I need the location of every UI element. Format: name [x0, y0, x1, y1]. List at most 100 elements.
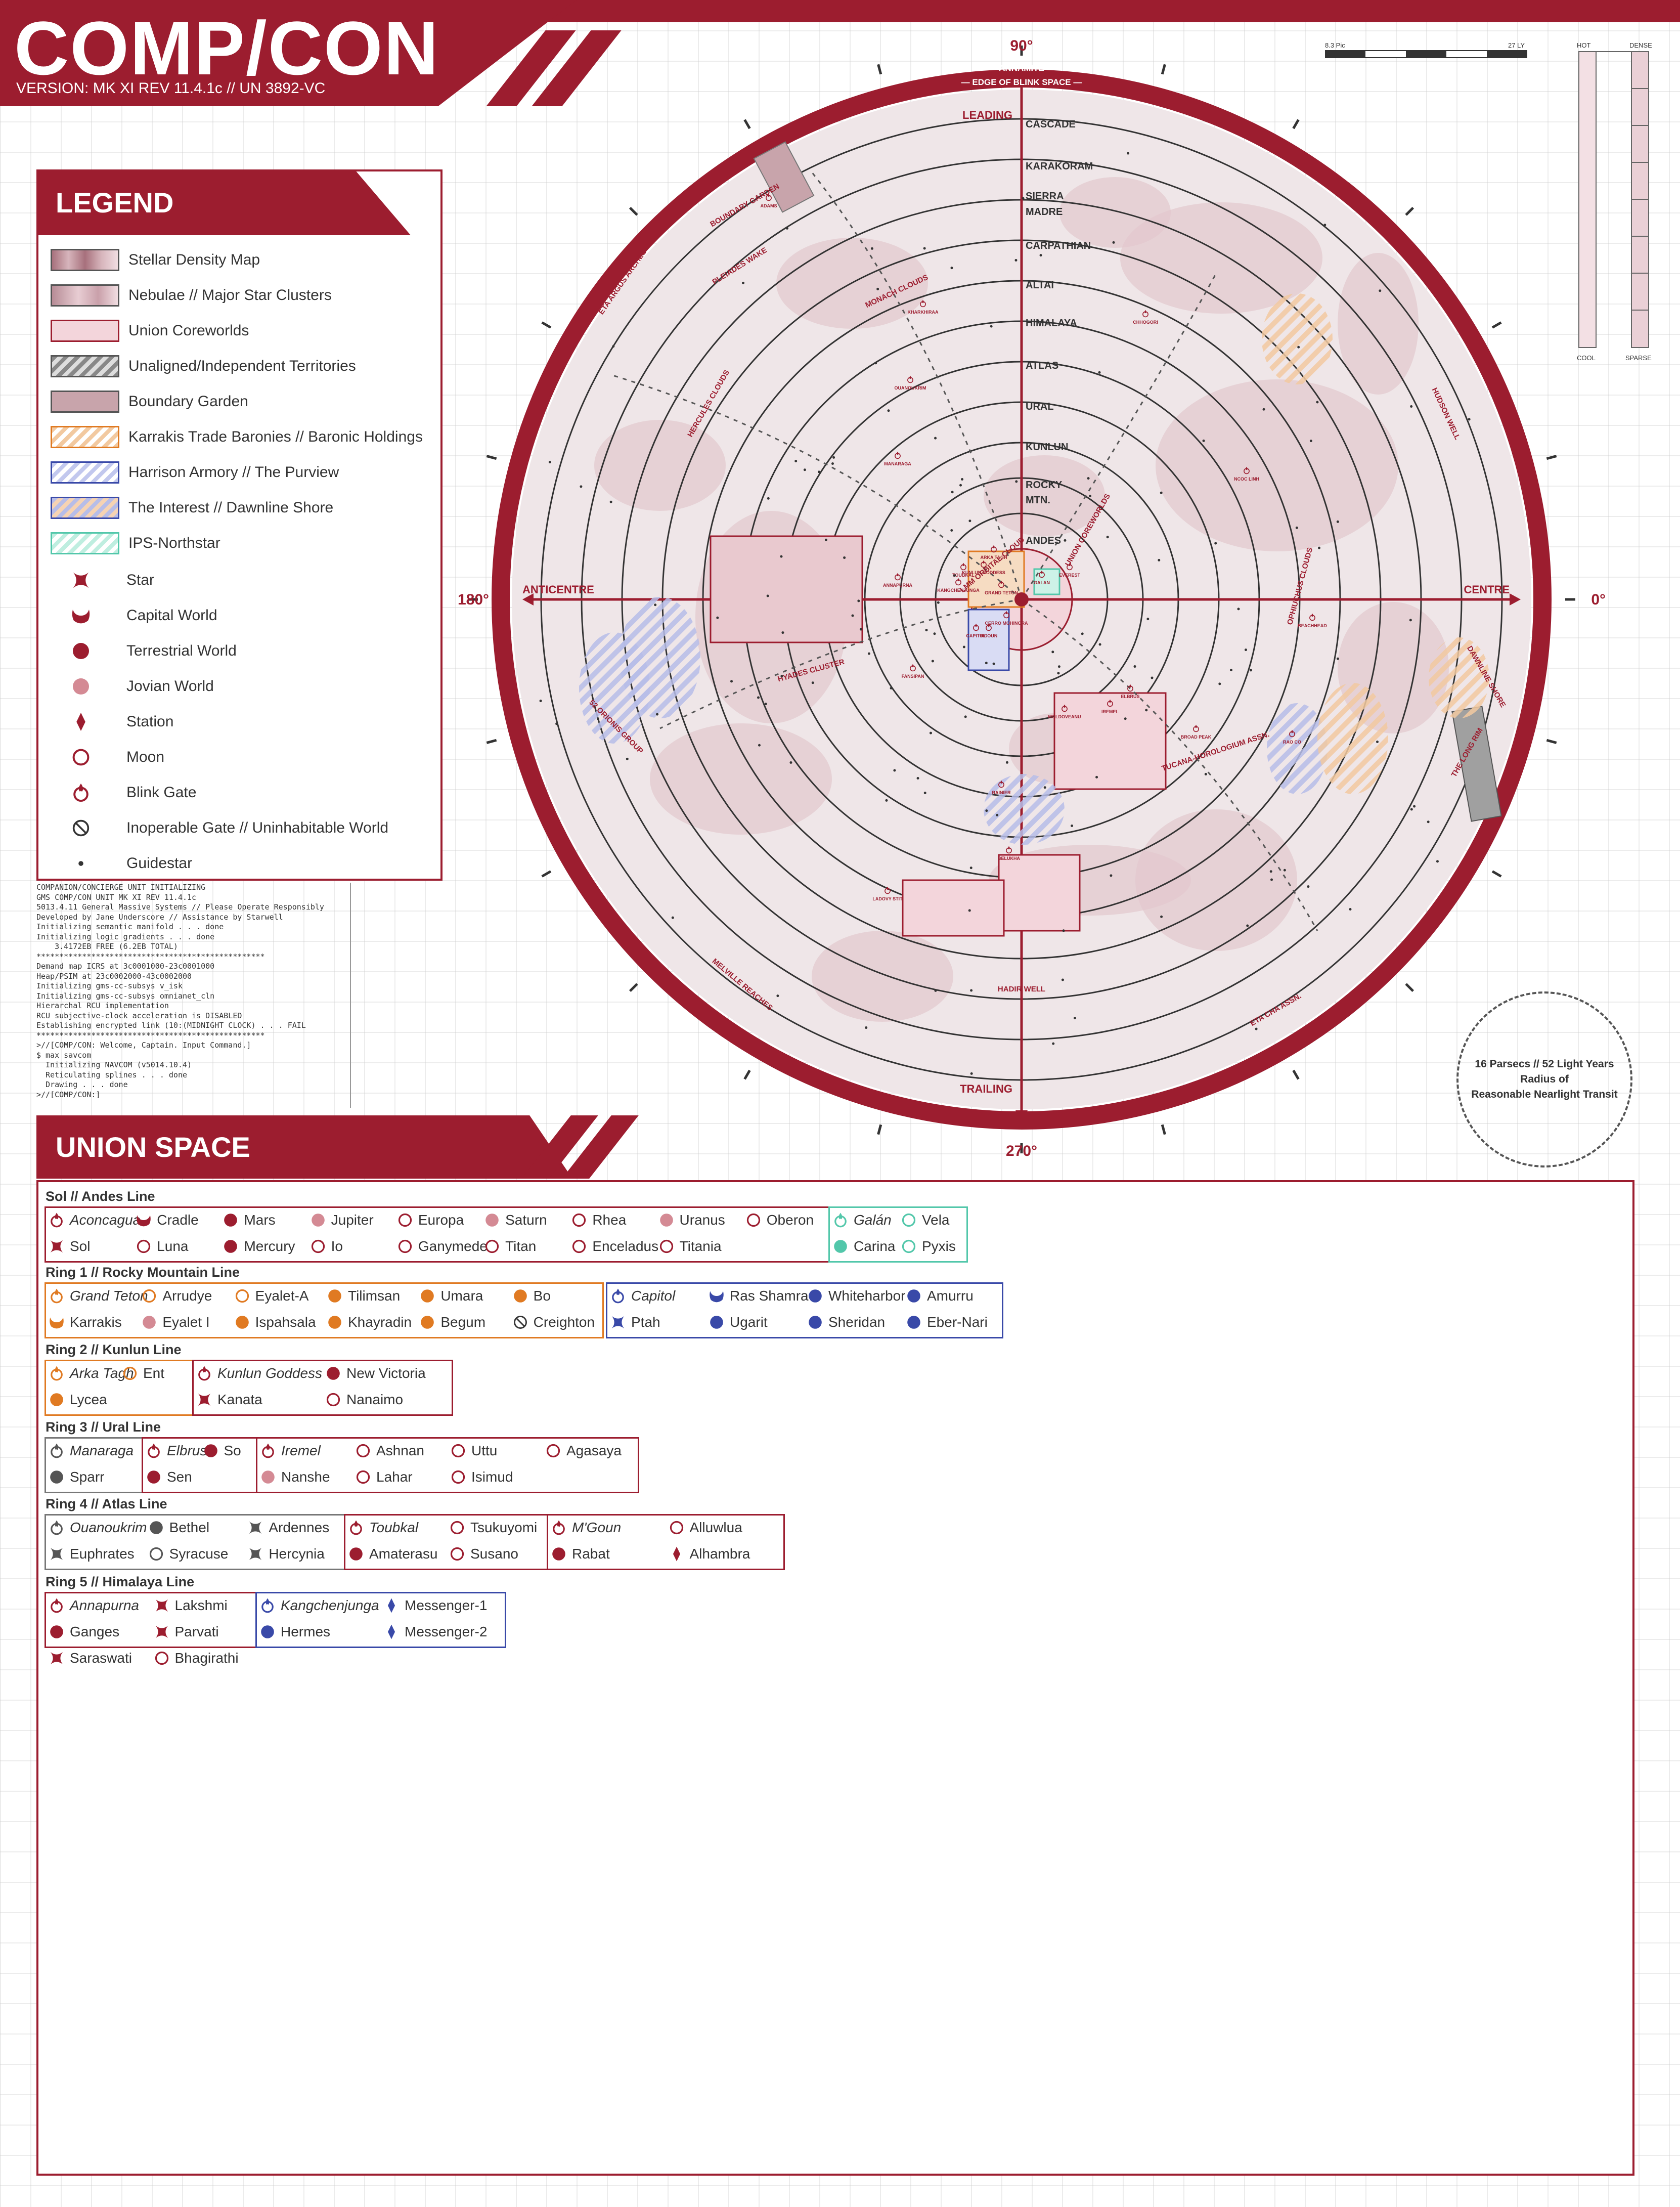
- system-jovian[interactable]: Eyalet I: [141, 1311, 210, 1334]
- system-terrestrial[interactable]: Sparr: [49, 1465, 104, 1489]
- system-gate[interactable]: Galán: [832, 1208, 892, 1232]
- blink-gate-icon[interactable]: [1006, 846, 1012, 854]
- system-moon[interactable]: Nanaimo: [325, 1388, 403, 1411]
- system-gate[interactable]: Grand Teton: [49, 1284, 148, 1308]
- blink-gate-icon[interactable]: [973, 623, 979, 631]
- system-moon[interactable]: Bhagirathi: [154, 1647, 239, 1670]
- system-terrestrial[interactable]: Bethel: [148, 1516, 209, 1539]
- system-jovian[interactable]: Saturn: [484, 1208, 547, 1232]
- blink-gate-icon[interactable]: [960, 562, 966, 571]
- blink-gate-icon[interactable]: [998, 580, 1004, 588]
- system-terrestrial[interactable]: Amurru: [906, 1284, 974, 1308]
- system-gate[interactable]: Capitol: [610, 1284, 675, 1308]
- system-jovian[interactable]: Nanshe: [260, 1465, 330, 1489]
- system-terrestrial[interactable]: Sheridan: [807, 1311, 885, 1334]
- system-gate[interactable]: Toubkal: [348, 1516, 418, 1539]
- system-terrestrial[interactable]: Begum: [419, 1311, 485, 1334]
- system-capital[interactable]: Ras Shamra: [709, 1284, 809, 1308]
- blink-gate-icon[interactable]: [981, 560, 987, 568]
- system-star[interactable]: Sol: [49, 1235, 90, 1258]
- system-moon[interactable]: Syracuse: [148, 1542, 228, 1566]
- blink-gate-icon[interactable]: [991, 545, 997, 553]
- blink-gate-icon[interactable]: [998, 780, 1004, 788]
- system-terrestrial[interactable]: Whiteharbor: [807, 1284, 906, 1308]
- system-terrestrial[interactable]: So: [203, 1439, 241, 1462]
- system-gate[interactable]: Kangchenjunga: [259, 1594, 379, 1617]
- system-station[interactable]: Messenger-2: [383, 1620, 487, 1643]
- system-terrestrial[interactable]: Lycea: [49, 1388, 107, 1411]
- system-star[interactable]: Hercynia: [247, 1542, 325, 1566]
- system-gate[interactable]: Elbrus: [146, 1439, 207, 1462]
- blink-gate-icon[interactable]: [910, 664, 916, 672]
- system-terrestrial[interactable]: Amaterasu: [348, 1542, 437, 1566]
- blink-gate-icon[interactable]: [1062, 704, 1068, 712]
- system-moon[interactable]: Agasaya: [545, 1439, 622, 1462]
- system-terrestrial[interactable]: Eber-Nari: [906, 1311, 988, 1334]
- blink-gate-icon[interactable]: [895, 573, 901, 581]
- system-star[interactable]: Saraswati: [49, 1647, 132, 1670]
- system-moon[interactable]: Titan: [484, 1235, 536, 1258]
- system-terrestrial[interactable]: Ganges: [49, 1620, 119, 1643]
- system-moon[interactable]: Rhea: [571, 1208, 626, 1232]
- sol-star-icon[interactable]: [1014, 592, 1029, 607]
- system-star[interactable]: Ptah: [610, 1311, 660, 1334]
- system-moon[interactable]: Eyalet-A: [234, 1284, 308, 1308]
- system-jovian[interactable]: Uranus: [658, 1208, 725, 1232]
- blink-gate-icon[interactable]: [920, 299, 926, 308]
- blink-gate-icon[interactable]: [1193, 724, 1199, 732]
- blink-gate-icon[interactable]: [1289, 729, 1295, 738]
- system-terrestrial[interactable]: New Victoria: [325, 1362, 426, 1385]
- blink-gate-icon[interactable]: [955, 578, 961, 586]
- system-moon[interactable]: Uttu: [450, 1439, 497, 1462]
- system-moon[interactable]: Lahar: [355, 1465, 413, 1489]
- system-moon[interactable]: Isimud: [450, 1465, 513, 1489]
- system-moon[interactable]: Titania: [658, 1235, 722, 1258]
- blink-gate-icon[interactable]: [1067, 562, 1073, 571]
- system-gate[interactable]: Manaraga: [49, 1439, 134, 1462]
- system-moon[interactable]: Ent: [122, 1362, 164, 1385]
- system-terrestrial[interactable]: Ugarit: [709, 1311, 768, 1334]
- system-star[interactable]: Parvati: [154, 1620, 219, 1643]
- system-gate[interactable]: Iremel: [260, 1439, 321, 1462]
- system-moon[interactable]: Ganymede: [397, 1235, 488, 1258]
- system-gate[interactable]: Annapurna: [49, 1594, 139, 1617]
- system-terrestrial[interactable]: Tilimsan: [327, 1284, 400, 1308]
- system-moon[interactable]: Ashnan: [355, 1439, 424, 1462]
- blink-gate-icon[interactable]: [1107, 699, 1113, 707]
- system-gate[interactable]: Arka Tagh: [49, 1362, 134, 1385]
- system-terrestrial[interactable]: Ispahsala: [234, 1311, 316, 1334]
- system-gate[interactable]: Kunlun Goddess: [196, 1362, 322, 1385]
- system-gate-sun[interactable]: Aconcagua: [49, 1208, 141, 1232]
- system-gate[interactable]: M'Goun: [551, 1516, 621, 1539]
- system-terrestrial[interactable]: Bo: [512, 1284, 551, 1308]
- system-moon[interactable]: Arrudye: [141, 1284, 212, 1308]
- system-inoperable[interactable]: Creighton: [512, 1311, 595, 1334]
- system-moon[interactable]: Vela: [901, 1208, 950, 1232]
- system-station[interactable]: Alhambra: [669, 1542, 750, 1566]
- blink-gate-icon[interactable]: [895, 451, 901, 459]
- system-moon[interactable]: Susano: [449, 1542, 518, 1566]
- system-station[interactable]: Messenger-1: [383, 1594, 487, 1617]
- system-moon[interactable]: Europa: [397, 1208, 464, 1232]
- system-terrestrial[interactable]: Mercury: [223, 1235, 295, 1258]
- system-star[interactable]: Lakshmi: [154, 1594, 228, 1617]
- system-terrestrial[interactable]: Umara: [419, 1284, 483, 1308]
- system-moon[interactable]: Luna: [136, 1235, 189, 1258]
- system-moon[interactable]: Tsukuyomi: [449, 1516, 537, 1539]
- system-capital[interactable]: Karrakis: [49, 1311, 122, 1334]
- system-star[interactable]: Euphrates: [49, 1542, 135, 1566]
- blink-gate-icon[interactable]: [986, 623, 992, 631]
- blink-gate-icon[interactable]: [1309, 613, 1315, 621]
- system-moon[interactable]: Pyxis: [901, 1235, 956, 1258]
- blink-gate-icon[interactable]: [1003, 611, 1009, 619]
- system-terrestrial[interactable]: Khayradin: [327, 1311, 412, 1334]
- blink-gate-icon[interactable]: [1244, 466, 1250, 474]
- system-terrestrial[interactable]: Sen: [146, 1465, 192, 1489]
- blink-gate-icon[interactable]: [766, 193, 772, 201]
- blink-gate-icon[interactable]: [1127, 684, 1133, 692]
- system-moon[interactable]: Io: [310, 1235, 343, 1258]
- system-jovian[interactable]: Jupiter: [310, 1208, 374, 1232]
- system-star[interactable]: Kanata: [196, 1388, 262, 1411]
- system-capital[interactable]: Cradle: [136, 1208, 199, 1232]
- system-gate[interactable]: Ouanoukrim: [49, 1516, 147, 1539]
